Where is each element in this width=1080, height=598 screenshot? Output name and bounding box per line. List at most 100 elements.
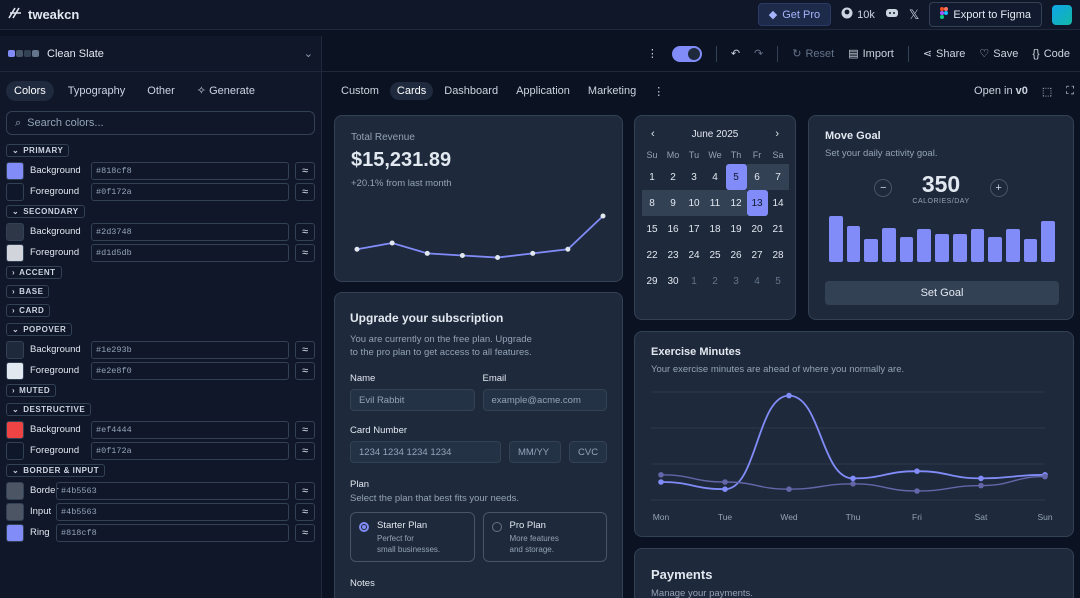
name-input[interactable]: Evil Rabbit xyxy=(350,389,475,411)
calendar-day[interactable]: 26 xyxy=(730,249,742,261)
export-figma-button[interactable]: Export to Figma xyxy=(929,2,1042,27)
hex-input[interactable]: #e2e8f0 xyxy=(91,361,289,380)
calendar-day[interactable]: 17 xyxy=(688,223,700,235)
card-number-input[interactable]: 1234 1234 1234 1234 xyxy=(350,441,501,463)
calendar-day[interactable]: 28 xyxy=(772,249,784,261)
calendar-day[interactable]: 19 xyxy=(730,223,742,235)
discord-link[interactable] xyxy=(885,8,899,21)
search-colors-input[interactable]: ⌕ Search colors... xyxy=(6,111,315,135)
save-button[interactable]: ♡ Save xyxy=(979,47,1018,61)
share-button[interactable]: ⋖ Share xyxy=(923,47,966,61)
get-pro-button[interactable]: ◆ Get Pro xyxy=(757,3,832,26)
x-link[interactable]: 𝕏 xyxy=(909,7,919,23)
color-swatch[interactable] xyxy=(6,222,24,241)
color-swatch[interactable] xyxy=(6,523,24,542)
tailwind-picker-button[interactable]: ≈ xyxy=(295,182,315,201)
calendar-day[interactable]: 18 xyxy=(709,223,721,235)
calendar-day[interactable]: 30 xyxy=(667,275,679,287)
tab-dashboard[interactable]: Dashboard xyxy=(444,85,499,97)
open-in-v0-button[interactable]: Open in v0 xyxy=(974,85,1028,97)
calendar-day[interactable]: 1 xyxy=(691,275,697,287)
section-secondary[interactable]: ⌄ SECONDARY xyxy=(6,205,85,218)
calendar-day[interactable]: 24 xyxy=(688,249,700,261)
calendar-day[interactable]: 4 xyxy=(754,275,760,287)
increment-button[interactable]: + xyxy=(989,179,1008,197)
color-swatch[interactable] xyxy=(6,243,24,262)
color-swatch[interactable] xyxy=(6,441,24,460)
chevron-right-icon[interactable]: › xyxy=(775,128,779,140)
tailwind-picker-button[interactable]: ≈ xyxy=(295,420,315,439)
tab-other[interactable]: Other xyxy=(147,84,175,97)
calendar-day[interactable]: 15 xyxy=(646,223,658,235)
tailwind-picker-button[interactable]: ≈ xyxy=(295,481,315,500)
inspect-icon[interactable]: ⬚ xyxy=(1041,85,1053,98)
color-swatch[interactable] xyxy=(6,340,24,359)
calendar-day[interactable]: 1 xyxy=(649,171,655,183)
user-avatar[interactable] xyxy=(1052,4,1072,25)
tailwind-picker-button[interactable]: ≈ xyxy=(295,502,315,521)
redo-icon[interactable]: ↷ xyxy=(754,48,764,60)
set-goal-button[interactable]: Set Goal xyxy=(825,281,1059,305)
color-swatch[interactable] xyxy=(6,502,24,521)
calendar-day[interactable]: 25 xyxy=(709,249,721,261)
theme-selector[interactable]: Clean Slate ⌄ xyxy=(0,36,321,72)
tab-cards[interactable]: Cards xyxy=(389,82,434,100)
calendar-day[interactable]: 16 xyxy=(667,223,679,235)
tailwind-picker-button[interactable]: ≈ xyxy=(295,523,315,542)
hex-input[interactable]: #4b5563 xyxy=(56,481,289,500)
chevron-left-icon[interactable]: ‹ xyxy=(651,128,655,140)
color-swatch[interactable] xyxy=(6,182,24,201)
calendar-day[interactable]: 2 xyxy=(670,171,676,183)
more-vertical-icon[interactable]: ⋮ xyxy=(646,48,658,60)
calendar-day[interactable]: 23 xyxy=(667,249,679,261)
section-card[interactable]: › CARD xyxy=(6,304,51,317)
calendar-day[interactable]: 27 xyxy=(751,249,763,261)
brand[interactable]: tweakcn xyxy=(8,7,79,22)
tab-generate[interactable]: ✧ Generate xyxy=(189,80,263,101)
pro-plan-option[interactable]: Pro Plan More features and storage. xyxy=(482,512,607,562)
color-swatch[interactable] xyxy=(6,361,24,380)
tab-typography[interactable]: Typography xyxy=(67,84,126,97)
calendar-day[interactable]: 21 xyxy=(772,223,784,235)
section-popover[interactable]: ⌄ POPOVER xyxy=(6,323,73,336)
calendar-day[interactable]: 20 xyxy=(751,223,763,235)
github-link[interactable]: 10k xyxy=(841,7,875,22)
starter-plan-option[interactable]: Starter Plan Perfect for small businesses. xyxy=(350,512,475,562)
calendar-day[interactable]: 5 xyxy=(725,164,747,190)
hex-input[interactable]: #818cf8 xyxy=(56,523,289,542)
section-accent[interactable]: › ACCENT xyxy=(6,266,62,279)
code-button[interactable]: {} Code xyxy=(1032,48,1070,60)
email-input[interactable]: example@acme.com xyxy=(482,389,607,411)
cvc-input[interactable]: CVC xyxy=(569,441,607,463)
tailwind-picker-button[interactable]: ≈ xyxy=(295,222,315,241)
calendar-day[interactable]: 11 xyxy=(704,190,726,216)
hex-input[interactable]: #ef4444 xyxy=(91,420,289,439)
hex-input[interactable]: #818cf8 xyxy=(91,161,289,180)
undo-icon[interactable]: ↶ xyxy=(730,48,741,60)
tab-application[interactable]: Application xyxy=(516,85,570,97)
hex-input[interactable]: #0f172a xyxy=(91,182,289,201)
color-swatch[interactable] xyxy=(6,161,24,180)
tab-colors[interactable]: Colors xyxy=(6,80,54,101)
tailwind-picker-button[interactable]: ≈ xyxy=(295,243,315,262)
calendar-day[interactable]: 9 xyxy=(662,190,684,216)
section-destructive[interactable]: ⌄ DESTRUCTIVE xyxy=(6,403,92,416)
calendar-day[interactable]: 5 xyxy=(775,275,781,287)
tailwind-picker-button[interactable]: ≈ xyxy=(295,361,315,380)
hex-input[interactable]: #2d3748 xyxy=(91,222,289,241)
more-vertical-icon[interactable]: ⋮ xyxy=(653,85,665,98)
section-primary[interactable]: ⌄ PRIMARY xyxy=(6,144,70,157)
calendar-day[interactable]: 22 xyxy=(646,249,658,261)
calendar-day[interactable]: 6 xyxy=(746,164,768,190)
calendar-day[interactable]: 2 xyxy=(712,275,718,287)
tailwind-picker-button[interactable]: ≈ xyxy=(295,441,315,460)
calendar-day[interactable]: 3 xyxy=(691,171,697,183)
import-button[interactable]: ▤ Import xyxy=(848,47,894,61)
calendar-day[interactable]: 4 xyxy=(712,171,718,183)
color-swatch[interactable] xyxy=(6,420,24,439)
calendar-day[interactable]: 7 xyxy=(767,164,789,190)
calendar-day[interactable]: 29 xyxy=(646,275,658,287)
hex-input[interactable]: #0f172a xyxy=(91,441,289,460)
tailwind-picker-button[interactable]: ≈ xyxy=(295,340,315,359)
expiry-input[interactable]: MM/YY xyxy=(509,441,561,463)
